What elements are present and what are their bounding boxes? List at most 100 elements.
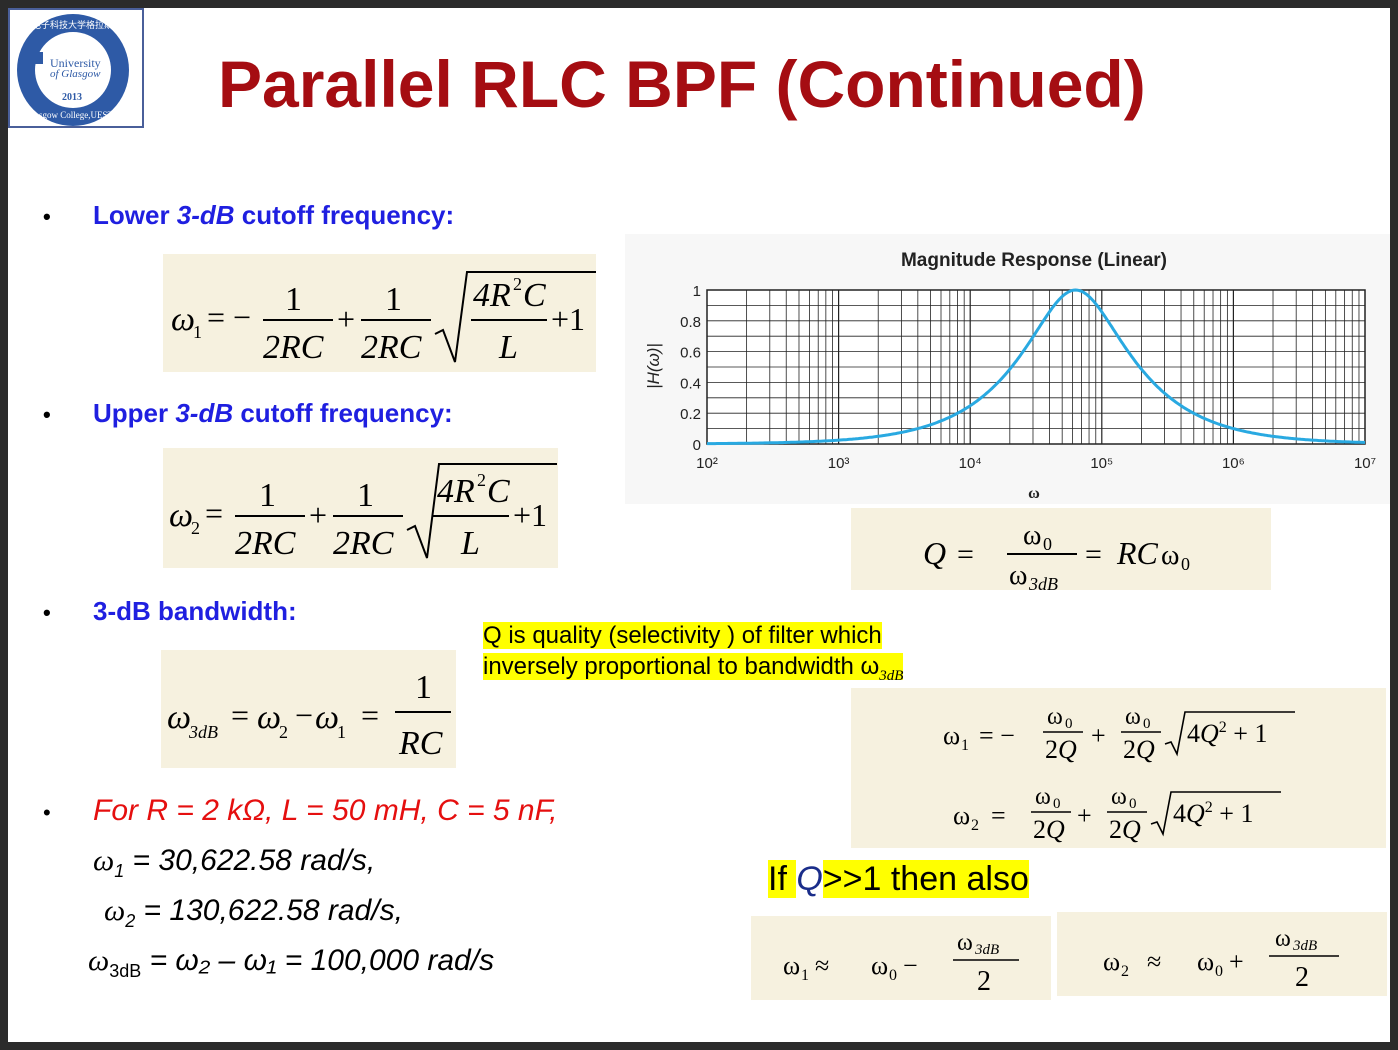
logo-bottom-text: Glasgow College,UESTC: [26, 110, 119, 120]
svg-text:ω: ω: [167, 699, 191, 736]
svg-text:0: 0: [1043, 534, 1052, 554]
page-title: Parallel RLC BPF (Continued): [218, 47, 1146, 121]
svg-text:ω: ω: [169, 497, 193, 534]
bullet-dot: •: [43, 800, 51, 825]
svg-text:=: =: [361, 697, 379, 733]
svg-text:4Q2 + 1: 4Q2 + 1: [1173, 799, 1253, 828]
equation-bandwidth: ω 3dB = ω 2 − ω 1 = 1 RC: [161, 650, 456, 768]
svg-text:−: −: [295, 697, 313, 733]
svg-text:1: 1: [285, 281, 302, 318]
svg-text:+1: +1: [513, 497, 547, 533]
magnitude-response-chart: Magnitude Response (Linear) |H(ω)| ω 10²…: [644, 250, 1376, 502]
note-text: inversely proportional to bandwidth ω: [483, 653, 880, 680]
slide: University of Glasgow 2013 Glasgow Colle…: [8, 8, 1390, 1042]
svg-text:1: 1: [385, 281, 402, 318]
svg-text:2Q: 2Q: [1123, 735, 1155, 764]
svg-text:C: C: [523, 277, 546, 314]
y-tick-label: 0: [693, 437, 701, 454]
svg-text:4R: 4R: [473, 277, 511, 314]
svg-text:C: C: [487, 473, 510, 510]
svg-text:3dB: 3dB: [1292, 938, 1317, 954]
svg-text:+: +: [1091, 721, 1106, 750]
svg-text:2: 2: [977, 966, 991, 997]
svg-text:+: +: [309, 497, 327, 533]
svg-text:2Q: 2Q: [1033, 815, 1065, 844]
x-tick-label: 10⁴: [959, 455, 982, 472]
svg-text:ω: ω: [1023, 520, 1041, 551]
logo-year: 2013: [62, 92, 82, 103]
svg-text:ω: ω: [953, 801, 970, 830]
result-value: = 130,622.58 rad/s,: [143, 894, 403, 927]
equation-omega2: ω 2 = 1 2RC + 1 2RC 4R 2 C L +1: [163, 448, 558, 568]
note-line: inversely proportional to bandwidth ω3dB: [483, 653, 904, 684]
svg-text:+1: +1: [551, 301, 585, 337]
svg-text:ω: ω: [315, 699, 339, 736]
svg-text:ω: ω: [1111, 784, 1127, 810]
university-logo: University of Glasgow 2013 Glasgow Colle…: [8, 8, 144, 128]
svg-text:ω: ω: [1197, 947, 1214, 976]
if-text-post: >>1 then also: [822, 860, 1029, 898]
svg-text:1: 1: [961, 737, 969, 754]
svg-text:2: 2: [1121, 963, 1129, 980]
bullet-text: Upper: [93, 398, 176, 428]
bullet-example: • For R = 2 kΩ, L = 50 mH, C = 5 nF,: [43, 794, 557, 828]
svg-text:=: =: [1085, 538, 1102, 571]
svg-text:1: 1: [337, 722, 346, 742]
svg-text:2RC: 2RC: [235, 525, 296, 562]
svg-text:= −: = −: [979, 721, 1015, 750]
bullet-dot: •: [43, 600, 51, 625]
svg-text:ω: ω: [171, 301, 195, 338]
svg-text:= −: = −: [207, 299, 251, 335]
svg-text:2RC: 2RC: [333, 525, 394, 562]
chart-ylabel: |H(ω)|: [644, 343, 663, 389]
svg-text:2: 2: [971, 817, 979, 834]
svg-text:+: +: [337, 301, 355, 337]
svg-text:ω: ω: [1103, 947, 1120, 976]
y-tick-label: 0.4: [680, 375, 701, 392]
svg-text:2: 2: [191, 518, 200, 538]
svg-text:2: 2: [477, 470, 486, 490]
svg-text:≈: ≈: [1147, 947, 1161, 976]
svg-text:+: +: [1229, 947, 1244, 976]
result-bandwidth: ω3dB = ω₂ – ω₁ = 100,000 rad/s: [88, 944, 495, 981]
svg-text:ω: ω: [257, 699, 281, 736]
svg-text:ω: ω: [1275, 926, 1291, 952]
svg-text:1: 1: [415, 669, 432, 706]
q-definition-note: Q is quality (selectivity ) of filter wh…: [483, 620, 904, 692]
svg-text:3dB: 3dB: [188, 722, 218, 742]
bullet-dot: •: [43, 204, 51, 229]
chart-title: Magnitude Response (Linear): [901, 250, 1167, 271]
svg-text:≈: ≈: [815, 951, 829, 980]
equation-omega1: ω 1 = − 1 2RC + 1 2RC 4R 2 C L +1: [163, 254, 597, 372]
svg-text:RC: RC: [1116, 535, 1159, 571]
result-omega1: ω1 = 30,622.58 rad/s,: [93, 844, 376, 881]
bullet-text: cutoff frequency:: [234, 200, 455, 230]
svg-text:ω: ω: [1161, 540, 1179, 571]
svg-text:ω: ω: [943, 721, 960, 750]
bullet-bandwidth: • 3-dB bandwidth:: [43, 596, 297, 627]
svg-text:Q: Q: [923, 535, 946, 571]
y-tick-label: 1: [693, 283, 701, 300]
x-tick-label: 10⁷: [1354, 455, 1376, 472]
chart-xlabel: ω: [1028, 485, 1040, 502]
svg-text:ω: ω: [957, 930, 973, 956]
bullet-lower-cutoff: • Lower 3-dB cutoff frequency:: [43, 200, 455, 231]
svg-text:2Q: 2Q: [1109, 815, 1141, 844]
note-subscript: 3dB: [879, 667, 904, 684]
svg-text:2: 2: [279, 722, 288, 742]
svg-text:=: =: [991, 801, 1006, 830]
omega-symbol: ω: [93, 844, 115, 877]
result-value: = ω₂ – ω₁ = 100,000 rad/s: [149, 944, 495, 977]
bullet-text: 3-dB bandwidth:: [93, 596, 297, 626]
svg-text:−: −: [903, 951, 918, 980]
svg-text:L: L: [498, 329, 518, 366]
svg-text:RC: RC: [398, 725, 443, 762]
svg-text:0: 0: [1215, 963, 1223, 980]
if-text-pre: If: [768, 860, 797, 898]
result-value: = 30,622.58 rad/s,: [132, 844, 376, 877]
svg-text:1: 1: [357, 477, 374, 514]
bullet-dot: •: [43, 402, 51, 427]
